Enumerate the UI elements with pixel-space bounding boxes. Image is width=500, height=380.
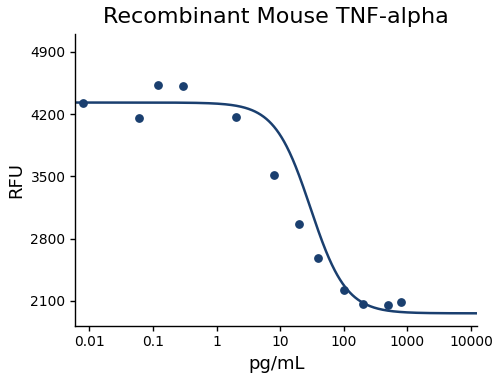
Point (270, 171, 278, 177)
Point (180, 82, 188, 89)
Point (340, 287, 347, 293)
Point (135, 115, 143, 121)
Point (79, 100, 87, 106)
Y-axis label: RFU: RFU (7, 162, 25, 198)
Title: Recombinant Mouse TNF-alpha: Recombinant Mouse TNF-alpha (104, 7, 449, 27)
Point (314, 255, 322, 261)
Point (232, 114, 239, 120)
Point (359, 301, 367, 307)
Point (296, 221, 304, 227)
Point (397, 299, 405, 305)
X-axis label: pg/mL: pg/mL (248, 355, 304, 373)
Point (154, 82, 162, 88)
Point (384, 302, 392, 308)
